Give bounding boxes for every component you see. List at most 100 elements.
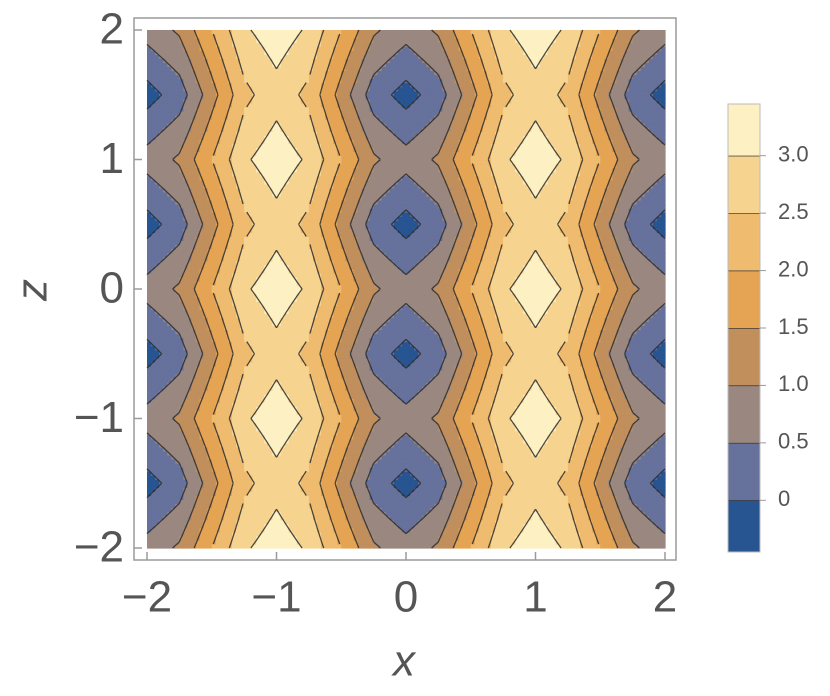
contour-cell xyxy=(567,499,573,505)
contour-cell xyxy=(288,394,294,399)
contour-cell xyxy=(252,438,257,444)
contour-cell xyxy=(584,406,589,412)
contour-cell xyxy=(430,434,435,440)
contour-cell xyxy=(308,422,314,428)
contour-cell xyxy=(308,531,314,537)
contour-cell xyxy=(575,491,581,496)
contour-cell xyxy=(385,483,391,488)
contour-cell xyxy=(588,386,593,391)
contour-cell xyxy=(466,499,472,505)
contour-cell xyxy=(410,495,415,501)
contour-cell xyxy=(248,491,253,496)
contour-cell xyxy=(450,410,456,416)
contour-cell xyxy=(446,471,452,476)
contour-cell xyxy=(373,438,379,444)
contour-cell xyxy=(349,499,354,505)
contour-cell xyxy=(195,543,201,549)
contour-cell xyxy=(418,507,423,513)
contour-cell xyxy=(211,503,217,509)
contour-cell xyxy=(434,430,439,436)
contour-cell xyxy=(308,495,314,501)
contour-cell xyxy=(264,515,270,521)
contour-cell xyxy=(490,539,496,545)
contour-cell xyxy=(191,394,197,399)
contour-cell xyxy=(466,390,472,395)
contour-cell xyxy=(244,438,249,444)
contour-cell xyxy=(385,475,391,480)
contour-cell xyxy=(547,422,553,428)
contour-cell xyxy=(365,402,371,407)
contour-cell xyxy=(312,422,318,428)
contour-cell xyxy=(260,390,265,395)
contour-cell xyxy=(495,507,500,513)
contour-cell xyxy=(624,450,630,456)
contour-cell xyxy=(547,519,553,525)
contour-cell xyxy=(260,519,265,525)
contour-cell xyxy=(329,539,334,545)
contour-cell xyxy=(236,446,241,452)
contour-cell xyxy=(357,479,363,484)
contour-cell xyxy=(280,402,286,407)
contour-cell xyxy=(341,386,346,391)
contour-cell xyxy=(470,535,476,541)
contour-cell xyxy=(381,499,387,505)
contour-cell xyxy=(236,438,241,444)
contour-cell xyxy=(620,422,626,428)
contour-cell xyxy=(349,450,354,456)
contour-cell xyxy=(333,535,338,541)
contour-cell xyxy=(584,410,589,416)
contour-cell xyxy=(656,467,662,472)
contour-cell xyxy=(523,527,529,533)
contour-cell xyxy=(361,531,367,537)
contour-cell xyxy=(272,479,278,484)
contour-cell xyxy=(373,483,379,488)
contour-cell xyxy=(377,390,383,395)
contour-cell xyxy=(531,386,537,391)
contour-cell xyxy=(329,463,334,468)
contour-cell xyxy=(345,519,350,525)
contour-cell xyxy=(422,414,427,420)
contour-cell xyxy=(207,535,213,541)
contour-cell xyxy=(559,527,565,533)
contour-cell xyxy=(240,495,245,501)
contour-cell xyxy=(365,450,371,456)
contour-cell xyxy=(535,499,541,505)
contour-cell xyxy=(179,499,185,505)
contour-cell xyxy=(333,527,338,533)
contour-cell xyxy=(600,539,605,545)
contour-cell xyxy=(147,491,152,496)
contour-cell xyxy=(183,527,189,533)
contour-cell xyxy=(466,430,472,436)
contour-cell xyxy=(559,467,565,472)
contour-cell xyxy=(353,539,359,545)
contour-cell xyxy=(632,422,638,428)
contour-cell xyxy=(353,503,359,509)
contour-cell xyxy=(612,414,618,420)
contour-cell xyxy=(321,450,326,456)
contour-cell xyxy=(357,535,363,541)
contour-cell xyxy=(523,487,529,492)
contour-cell xyxy=(203,475,209,480)
contour-cell xyxy=(312,507,318,513)
contour-cell xyxy=(446,438,452,444)
contour-cell xyxy=(539,503,545,509)
contour-cell xyxy=(580,430,585,436)
contour-cell xyxy=(519,535,524,541)
contour-cell xyxy=(337,422,342,428)
contour-cell xyxy=(608,535,613,541)
contour-cell xyxy=(458,475,464,480)
contour-cell xyxy=(236,527,241,533)
contour-cell xyxy=(547,487,553,492)
contour-cell xyxy=(414,471,419,476)
contour-cell xyxy=(426,543,431,549)
contour-cell xyxy=(199,402,205,407)
contour-cell xyxy=(438,390,444,395)
contour-cell xyxy=(648,535,654,541)
contour-cell xyxy=(236,426,241,432)
contour-cell xyxy=(341,410,346,416)
contour-cell xyxy=(163,410,168,416)
contour-cell xyxy=(600,483,605,488)
contour-cell xyxy=(377,523,383,529)
contour-cell xyxy=(438,430,444,436)
contour-cell xyxy=(482,450,488,456)
